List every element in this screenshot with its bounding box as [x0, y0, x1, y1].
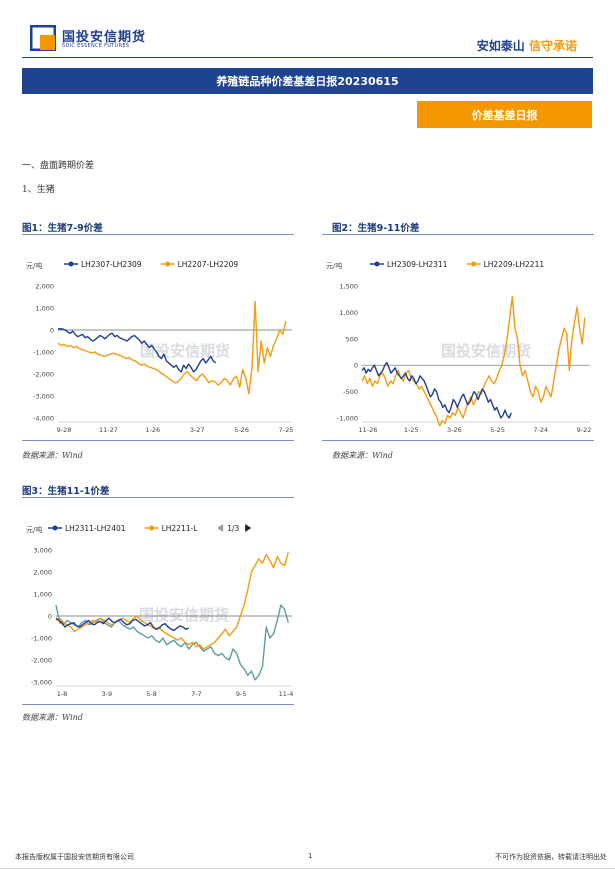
- legend-label: LH2309-LH2311: [387, 260, 448, 269]
- footer-page-number: 1: [308, 852, 313, 860]
- x-tick-label: 7-7: [191, 690, 202, 698]
- x-tick-label: 5-25: [490, 426, 505, 434]
- y-tick-label: -2,000: [31, 657, 52, 665]
- section-heading-1: 一、盘面跨期价差: [22, 161, 95, 171]
- legend-label: LH2211-L: [162, 524, 199, 533]
- figure-2-chart: 国投安信期货 元/吨 LH2309-LH2311 LH2209-LH2211 1,500…: [326, 260, 592, 434]
- figure-1-chart: 国投安信期货 元/吨 LH2307-LH2309 LH2207-LH2209 2,000…: [26, 260, 294, 434]
- x-tick-label: 1-26: [145, 426, 160, 434]
- series-line-2: [57, 300, 287, 395]
- x-tick-label: 11-27: [99, 426, 118, 434]
- x-tick-label: 7-25: [279, 426, 294, 434]
- y-tick-label: 0: [50, 327, 54, 335]
- y-tick-label: 1,000: [35, 305, 54, 313]
- slogan-part1: 安如泰山: [476, 39, 525, 53]
- section-heading-1-1: 1、生猪: [22, 185, 55, 195]
- watermark-text: 国投安信期货: [139, 606, 229, 624]
- y-tick-label: -500: [343, 388, 358, 396]
- figure-1-source: 数据来源：Wind: [22, 451, 83, 460]
- legend-label: LH2311-LH2401: [65, 524, 126, 533]
- company-name-en: SDIC ESSENCE FUTURES: [62, 43, 130, 49]
- x-tick-label: 1-25: [404, 426, 419, 434]
- report-title: 养殖链品种价差基差日报20230615: [216, 75, 399, 88]
- header-divider: [22, 57, 593, 58]
- y-tick-label: -1,000: [33, 349, 54, 357]
- report-title-bar: 养殖链品种价差基差日报20230615: [22, 68, 593, 94]
- x-tick-label: 5-8: [146, 690, 157, 698]
- legend-marker: [52, 525, 58, 531]
- y-tick-label: 3,000: [33, 547, 52, 555]
- y-tick-label: -1,000: [31, 635, 52, 643]
- figure-2-title: 图2：生猪9-11价差: [332, 223, 420, 234]
- legend-label: LH2307-LH2309: [81, 260, 142, 269]
- legend-marker: [374, 261, 380, 267]
- pager-label: 1/3: [227, 524, 239, 533]
- x-tick-label: 11-26: [359, 426, 378, 434]
- x-tick-label: 9-22: [577, 426, 592, 434]
- y-tick-label: -4,000: [33, 415, 54, 423]
- x-tick-label: 3-27: [190, 426, 205, 434]
- figure-1-rule: [22, 234, 294, 235]
- series-line-1: [55, 617, 190, 632]
- y-tick-label: 2,000: [35, 283, 54, 291]
- figure-3-rule: [22, 497, 294, 498]
- figure-3-source: 数据来源：Wind: [22, 713, 83, 722]
- y-tick-label: 2,000: [33, 569, 52, 577]
- legend-marker: [471, 261, 477, 267]
- footer-divider: [0, 868, 615, 869]
- y-tick-label: 500: [346, 335, 358, 343]
- y-tick-label: -3,000: [31, 679, 52, 687]
- figure-3-bottom-rule: [22, 704, 294, 705]
- series-line-2: [55, 552, 289, 650]
- y-tick-label: 0: [48, 613, 52, 621]
- y-tick-label: -2,000: [33, 371, 54, 379]
- y-tick-label: 1,500: [339, 283, 358, 291]
- unit-label: 元/吨: [326, 261, 342, 270]
- x-tick-label: 3-26: [447, 426, 462, 434]
- legend-label: LH2209-LH2211: [484, 260, 545, 269]
- watermark-text: 国投安信期货: [140, 342, 230, 360]
- series-line-2: [361, 295, 586, 427]
- legend-marker: [68, 261, 74, 267]
- figure-3-title: 图3：生猪11-1价差: [22, 486, 110, 497]
- report-type-label: 价差基差日报: [471, 108, 538, 122]
- x-tick-label: 1-8: [57, 690, 68, 698]
- y-tick-label: 0: [354, 362, 358, 370]
- slogan-part2: 信守承诺: [528, 39, 577, 53]
- series-line-1: [361, 361, 512, 419]
- footer-disclaimer: 不可作为投资依据，转载请注明出处: [495, 853, 607, 861]
- figure-2-source: 数据来源：Wind: [332, 451, 393, 460]
- figure-2-rule: [322, 234, 594, 235]
- pager-prev-icon: [217, 524, 224, 532]
- pager-next-icon: [245, 524, 252, 532]
- series-line-1: [57, 327, 217, 373]
- x-tick-label: 11-4: [279, 690, 294, 698]
- legend-marker: [149, 525, 155, 531]
- figure-3-chart: 国投安信期货 元/吨 LH2311-LH2401 LH2211-L 1/3 3,000 2,…: [26, 524, 294, 698]
- y-tick-label: 1,000: [33, 591, 52, 599]
- legend-marker: [165, 261, 171, 267]
- x-tick-label: 3-9: [101, 690, 112, 698]
- footer-copyright: 本报告版权属于国投安信期货有限公司: [15, 853, 134, 861]
- x-tick-label: 7-24: [533, 426, 548, 434]
- x-tick-label: 9-28: [57, 426, 72, 434]
- report-type-tag: 价差基差日报: [417, 101, 592, 128]
- company-logo-icon: [30, 25, 56, 51]
- watermark-text: 国投安信期货: [441, 342, 531, 360]
- company-name-cn: 国投安信期货: [62, 30, 147, 45]
- y-tick-label: 1,000: [339, 309, 358, 317]
- figure-1-title: 图1：生猪7-9价差: [22, 223, 103, 234]
- figure-1-bottom-rule: [22, 440, 294, 441]
- slogan: 安如泰山 信守承诺: [477, 37, 577, 54]
- y-tick-label: -3,000: [33, 393, 54, 401]
- x-tick-label: 5-26: [234, 426, 249, 434]
- figure-2-bottom-rule: [322, 440, 594, 441]
- unit-label: 元/吨: [26, 261, 42, 270]
- y-tick-label: -1,000: [337, 415, 358, 423]
- legend-label: LH2207-LH2209: [178, 260, 239, 269]
- unit-label: 元/吨: [26, 525, 42, 534]
- x-tick-label: 9-5: [236, 690, 247, 698]
